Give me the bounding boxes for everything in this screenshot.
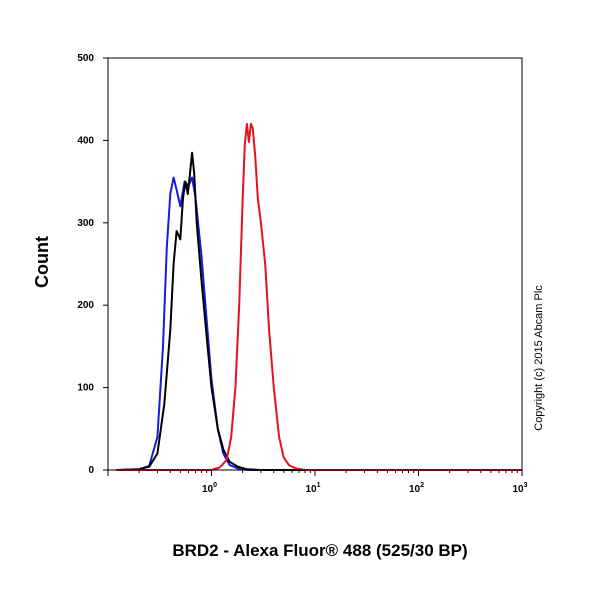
x-tick-label: 103 — [512, 482, 527, 495]
x-tick-label: 101 — [305, 482, 320, 495]
series-line-1 — [116, 176, 522, 471]
y-tick-label: 0 — [88, 465, 94, 476]
y-tick-label: 300 — [77, 218, 94, 229]
x-axis-title: BRD2 - Alexa Fluor® 488 (525/30 BP) — [172, 541, 467, 560]
x-tick-label: 100 — [202, 482, 217, 495]
plot-frame — [107, 57, 523, 471]
y-tick-label: 500 — [77, 53, 94, 64]
y-tick-label: 400 — [77, 135, 94, 146]
copyright-annotation: Copyright (c) 2015 Abcam Plc — [533, 285, 545, 431]
y-tick-label: 100 — [77, 383, 94, 394]
series-line-2 — [116, 151, 522, 471]
y-axis-title: Count — [32, 236, 52, 288]
x-axis-ticks: 100 101 102 103 — [107, 470, 528, 495]
series-line-3 — [116, 122, 522, 471]
y-axis-ticks: 0 100 200 300 400 500 — [77, 53, 108, 476]
x-tick-label: 102 — [409, 482, 424, 495]
series-layer — [116, 122, 522, 471]
y-tick-label: 200 — [77, 300, 94, 311]
